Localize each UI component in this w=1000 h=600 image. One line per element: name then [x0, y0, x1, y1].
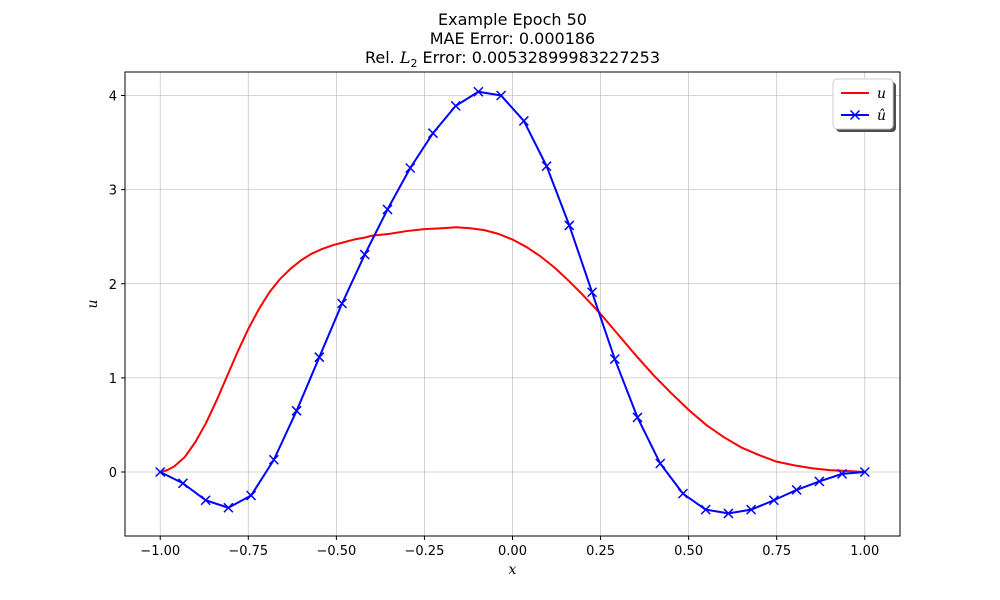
- x-tick-label: 0.00: [498, 544, 527, 559]
- data-point-u_hat: [723, 508, 734, 519]
- data-point-u_hat: [405, 162, 416, 174]
- x-tick-label: −0.25: [405, 544, 445, 559]
- series-line-u_hat: [159, 90, 865, 515]
- y-tick-label: 2: [109, 278, 117, 293]
- data-point-u_hat: [382, 204, 393, 215]
- data-point-u_hat: [427, 128, 438, 139]
- legend: u û: [832, 78, 896, 132]
- data-point-u_hat: [337, 298, 348, 309]
- data-point-u_hat: [859, 466, 870, 478]
- data-point-u_hat: [632, 412, 643, 423]
- data-point-u_hat: [655, 458, 666, 469]
- data-point-u_hat: [768, 495, 779, 506]
- x-tick-label: −0.75: [228, 544, 268, 559]
- x-tick-label: 0.50: [674, 544, 703, 559]
- x-tick-label: 1.00: [850, 544, 879, 559]
- data-point-u_hat: [314, 352, 325, 363]
- data-point-u_hat: [518, 115, 529, 126]
- data-point-u_hat: [223, 502, 234, 513]
- chart-title-error-value: Error: 0.00532899983227253: [417, 48, 661, 67]
- data-point-u_hat: [677, 488, 688, 499]
- x-axis-label: x: [509, 562, 517, 578]
- data-point-u_hat: [541, 161, 552, 172]
- data-point-u_hat: [246, 490, 257, 501]
- x-tick-label: 0.25: [586, 544, 615, 559]
- legend-marker-u-hat: [849, 109, 861, 121]
- chart-title-l-symbol: L: [399, 48, 411, 67]
- series-layer: [155, 86, 870, 519]
- data-point-u_hat: [496, 90, 507, 101]
- data-point-u_hat: [155, 466, 166, 478]
- x-tick-label: −0.50: [316, 544, 356, 559]
- data-point-u_hat: [587, 287, 598, 298]
- data-point-u_hat: [450, 100, 461, 111]
- legend-label-u-hat: û: [877, 108, 886, 124]
- x-tick-label: −1.00: [140, 544, 180, 559]
- data-point-u_hat: [291, 405, 302, 416]
- grid-lines: [125, 72, 900, 536]
- legend-label-u: u: [877, 86, 886, 102]
- data-point-u_hat: [814, 476, 825, 487]
- chart-title-line-2: MAE Error: 0.000186: [429, 29, 596, 48]
- data-point-u_hat: [609, 354, 620, 365]
- axis-ticks: −1.00 −0.75 −0.50 −0.25 0.00 0.25 0.50 0.75 1.00…: [109, 90, 880, 559]
- y-tick-label: 3: [109, 184, 117, 199]
- legend-x-marker: [849, 109, 861, 121]
- chart-title-line-1: Example Epoch 50: [438, 10, 587, 29]
- y-axis-label: u: [85, 299, 101, 308]
- data-point-u_hat: [473, 86, 484, 97]
- data-point-u_hat: [564, 220, 575, 231]
- data-point-u_hat: [177, 478, 188, 489]
- chart-title-l-subscript: 2: [410, 57, 418, 71]
- series-line-u: [159, 226, 865, 473]
- chart-title-line-3: Rel. L2 Error: 0.00532899983227253: [125, 48, 900, 70]
- y-tick-label: 4: [109, 90, 117, 105]
- x-tick-label: 0.75: [762, 544, 791, 559]
- data-point-u_hat: [359, 249, 370, 260]
- data-point-u_hat: [700, 504, 711, 515]
- data-point-u_hat: [200, 495, 211, 506]
- chart-title-rel-prefix: Rel.: [364, 48, 400, 67]
- data-point-u_hat: [268, 454, 279, 465]
- legend-box: [832, 78, 894, 130]
- data-point-u_hat: [791, 484, 802, 495]
- y-tick-label: 0: [109, 466, 117, 481]
- data-point-u_hat: [837, 468, 848, 479]
- data-point-u_hat: [746, 504, 757, 515]
- y-tick-label: 1: [109, 372, 117, 387]
